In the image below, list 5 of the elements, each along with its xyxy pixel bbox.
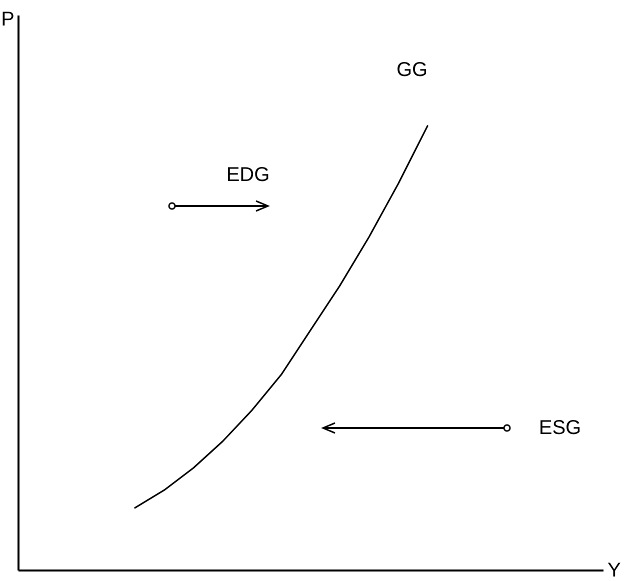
- annotation: ESG: [538, 417, 582, 439]
- text: GG: [396, 59, 428, 81]
- x-axis-title: Y: [608, 560, 621, 581]
- annotation: EDG: [226, 164, 270, 186]
- y-axis-title: P: [1, 8, 14, 30]
